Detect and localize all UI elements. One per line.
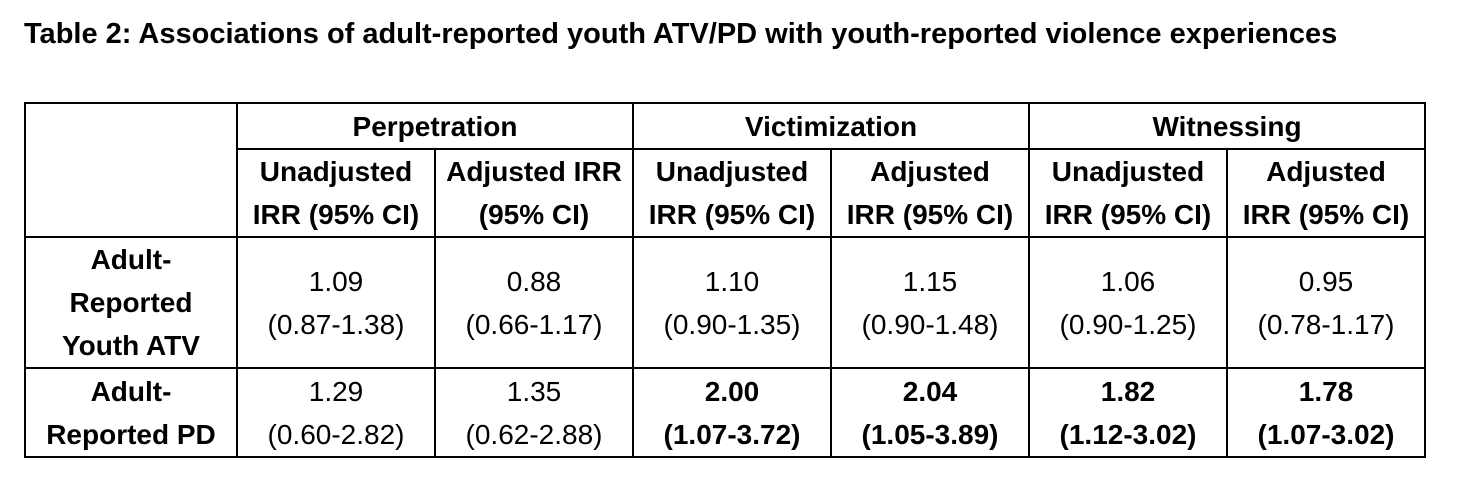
cell-atv-vict-unadjusted: 1.10 (0.90-1.35)	[632, 236, 832, 369]
table-row-pd: Adult- Reported PD 1.29 (0.60-2.82) 1.35…	[24, 367, 1426, 458]
subheader-row: Unadjusted IRR (95% CI) Adjusted IRR (95…	[25, 148, 1426, 238]
subheader-witn-adjusted: Adjusted IRR (95% CI)	[1226, 148, 1426, 238]
group-header-victimization: Victimization	[632, 102, 1030, 150]
cell-atv-perp-adjusted: 0.88 (0.66-1.17)	[434, 236, 634, 369]
cell-atv-witn-adjusted: 0.95 (0.78-1.17)	[1226, 236, 1426, 369]
cell-atv-witn-unadjusted: 1.06 (0.90-1.25)	[1028, 236, 1228, 369]
row-label-youth-atv: Adult- Reported Youth ATV	[24, 236, 238, 369]
cell-atv-vict-adjusted: 1.15 (0.90-1.48)	[830, 236, 1030, 369]
cell-pd-perp-unadjusted: 1.29 (0.60-2.82)	[236, 367, 436, 458]
corner-cell	[24, 102, 238, 238]
group-header-witnessing: Witnessing	[1028, 102, 1426, 150]
cell-pd-witn-adjusted: 1.78 (1.07-3.02)	[1226, 367, 1426, 458]
results-table: Perpetration Victimization Witnessing Un…	[24, 102, 1426, 458]
cell-pd-witn-unadjusted: 1.82 (1.12-3.02)	[1028, 367, 1228, 458]
subheader-witn-unadjusted: Unadjusted IRR (95% CI)	[1028, 148, 1228, 238]
subheader-perp-unadjusted: Unadjusted IRR (95% CI)	[236, 148, 436, 238]
cell-atv-perp-unadjusted: 1.09 (0.87-1.38)	[236, 236, 436, 369]
cell-pd-perp-adjusted: 1.35 (0.62-2.88)	[434, 367, 634, 458]
cell-pd-vict-adjusted: 2.04 (1.05-3.89)	[830, 367, 1030, 458]
subheader-vict-unadjusted: Unadjusted IRR (95% CI)	[632, 148, 832, 238]
cell-pd-vict-unadjusted: 2.00 (1.07-3.72)	[632, 367, 832, 458]
row-label-pd: Adult- Reported PD	[24, 367, 238, 458]
table-row-youth-atv: Adult- Reported Youth ATV 1.09 (0.87-1.3…	[24, 236, 1426, 369]
subheader-vict-adjusted: Adjusted IRR (95% CI)	[830, 148, 1030, 238]
group-header-perpetration: Perpetration	[236, 102, 634, 150]
table-caption: Table 2: Associations of adult-reported …	[24, 18, 1338, 50]
group-header-row: Perpetration Victimization Witnessing	[24, 102, 1426, 238]
subheader-perp-adjusted: Adjusted IRR (95% CI)	[434, 148, 634, 238]
